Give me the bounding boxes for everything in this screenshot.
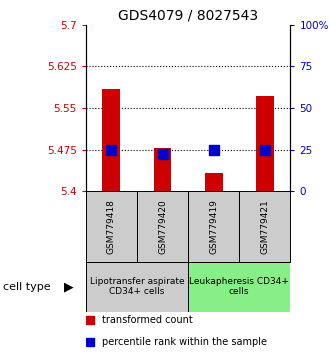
Bar xyxy=(256,96,274,191)
Point xyxy=(109,147,114,153)
Text: Leukapheresis CD34+
cells: Leukapheresis CD34+ cells xyxy=(189,277,289,296)
Text: GSM779421: GSM779421 xyxy=(260,199,269,254)
Point xyxy=(211,147,216,153)
Point xyxy=(160,151,165,157)
Text: GSM779418: GSM779418 xyxy=(107,199,116,254)
Text: Lipotransfer aspirate
CD34+ cells: Lipotransfer aspirate CD34+ cells xyxy=(90,277,184,296)
Text: ▶: ▶ xyxy=(64,280,74,293)
Point xyxy=(87,339,92,345)
Bar xyxy=(205,173,223,191)
Bar xyxy=(153,148,172,191)
FancyBboxPatch shape xyxy=(137,191,188,262)
FancyBboxPatch shape xyxy=(188,191,239,262)
Text: percentile rank within the sample: percentile rank within the sample xyxy=(102,337,267,347)
Text: cell type: cell type xyxy=(3,282,51,292)
Text: GSM779420: GSM779420 xyxy=(158,199,167,254)
Bar xyxy=(102,88,120,191)
Title: GDS4079 / 8027543: GDS4079 / 8027543 xyxy=(118,8,258,22)
FancyBboxPatch shape xyxy=(188,262,290,312)
FancyBboxPatch shape xyxy=(86,191,137,262)
Text: GSM779419: GSM779419 xyxy=(209,199,218,254)
FancyBboxPatch shape xyxy=(86,262,188,312)
Text: transformed count: transformed count xyxy=(102,315,193,325)
FancyBboxPatch shape xyxy=(239,191,290,262)
Point xyxy=(262,147,267,153)
Point xyxy=(87,317,92,323)
